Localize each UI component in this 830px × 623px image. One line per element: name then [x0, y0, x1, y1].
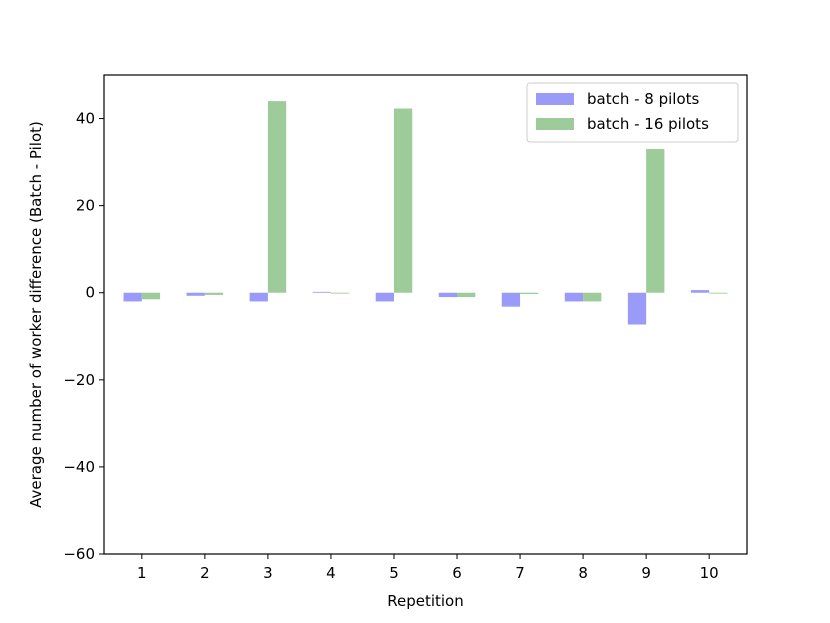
y-tick-label: 20 [76, 197, 95, 215]
bar-series-1-rep-7 [501, 292, 521, 307]
bar-series-2-rep-1 [141, 292, 161, 300]
bar-series-1-rep-10 [690, 290, 710, 293]
legend-box [526, 82, 739, 143]
legend-swatch-batch-8-pilots [536, 93, 574, 105]
bar-series-2-rep-10 [709, 292, 728, 294]
bar-series-2-rep-2 [204, 292, 224, 295]
bar-series-1-rep-2 [186, 292, 205, 296]
x-tick-label: 9 [641, 564, 651, 582]
x-tick-label: 4 [326, 564, 336, 582]
bar-series-1-rep-4 [312, 291, 331, 293]
x-tick-label: 10 [700, 564, 719, 582]
y-axis-title: Average number of worker difference (Bat… [27, 121, 45, 508]
x-tick-label: 1 [137, 564, 147, 582]
legend-label-batch-16-pilots: batch - 16 pilots [587, 115, 709, 133]
x-axis-ticks: 1 2 3 4 5 6 7 8 9 10 [137, 554, 719, 582]
x-tick-label: 7 [515, 564, 525, 582]
y-axis-ticks: −60 −40 −20 0 20 40 [63, 110, 104, 563]
bar-series-2-rep-4 [330, 292, 350, 294]
bar-series-1-rep-3 [249, 292, 268, 302]
bar-series-1-rep-5 [375, 292, 394, 302]
bar-series-1-rep-9 [627, 292, 647, 325]
x-tick-label: 5 [389, 564, 399, 582]
bar-series-2-rep-9 [646, 149, 665, 293]
bar-series-2-rep-8 [583, 292, 602, 302]
x-tick-label: 6 [452, 564, 462, 582]
y-tick-label: 0 [85, 284, 95, 302]
bar-series-2-rep-3 [267, 101, 287, 293]
bar-series-1-rep-8 [564, 292, 584, 302]
plot-frame [103, 74, 748, 555]
x-axis-title: Repetition [387, 592, 464, 610]
bar-series-1-rep-1 [123, 292, 142, 302]
y-tick-label: −60 [63, 545, 95, 563]
legend-swatch-batch-16-pilots [536, 118, 574, 130]
legend-label-batch-8-pilots: batch - 8 pilots [587, 90, 700, 108]
bar-series-2-rep-5 [393, 108, 413, 293]
bar-series-1-rep-6 [438, 292, 458, 298]
y-tick-label: 40 [76, 110, 95, 128]
bars-group [123, 101, 728, 325]
x-tick-label: 8 [578, 564, 588, 582]
y-tick-label: −20 [63, 371, 95, 389]
x-tick-label: 3 [263, 564, 273, 582]
bar-series-2-rep-6 [457, 292, 476, 298]
x-tick-label: 2 [200, 564, 210, 582]
legend: batch - 8 pilots batch - 16 pilots [526, 82, 739, 143]
bar-series-2-rep-7 [520, 292, 539, 295]
y-tick-label: −40 [63, 458, 95, 476]
